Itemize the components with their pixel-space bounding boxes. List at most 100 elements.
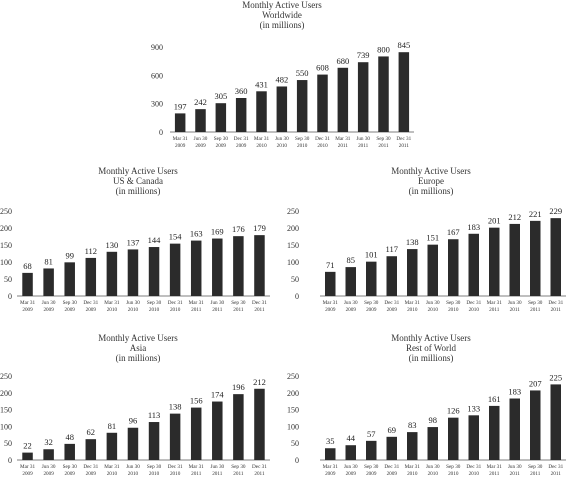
us-canada-xtick-10-line-1: 2011 — [233, 307, 244, 313]
europe-title-line-2: (in millions) — [409, 186, 454, 196]
us-canada-xtick-3-line-1: 2009 — [86, 307, 97, 313]
europe-value-label-1: 85 — [347, 255, 356, 265]
worldwide-title-line-2: (in millions) — [260, 20, 305, 30]
asia-bar-3 — [85, 439, 97, 460]
us-canada-value-label-1: 81 — [44, 256, 53, 266]
rest-of-world-ytick-1: 50 — [291, 439, 299, 448]
worldwide-value-label-1: 242 — [194, 97, 207, 107]
rest-of-world-bar-2 — [366, 440, 377, 460]
rest-of-world-xtick-5-line-0: Jun 30 — [426, 464, 440, 470]
us-canada-value-label-2: 99 — [65, 250, 74, 260]
rest-of-world-xtick-9-line-1: 2011 — [510, 471, 521, 477]
europe-xtick-2-line-1: 2009 — [366, 307, 377, 313]
worldwide-bar-5 — [276, 86, 288, 132]
rest-of-world-xtick-2-line-1: 2009 — [366, 471, 377, 477]
europe-bar-8 — [489, 227, 500, 296]
europe-xtick-10-line-0: Sep 30 — [528, 300, 543, 306]
rest-of-world-xtick-10-line-0: Sep 30 — [528, 464, 543, 470]
asia-xtick-11-line-0: Dec 31 — [252, 464, 267, 470]
us-canada-xtick-6-line-1: 2010 — [149, 307, 160, 313]
europe-xtick-7-line-0: Dec 31 — [466, 300, 481, 306]
us-canada-xtick-4-line-0: Mar 31 — [104, 300, 120, 306]
asia-value-label-6: 113 — [148, 410, 160, 420]
europe-bar-3 — [386, 256, 397, 296]
europe-title-line-0: Monthly Active Users — [391, 166, 471, 176]
us-canada-bar-10 — [233, 236, 244, 296]
us-canada-ytick-5: 250 — [0, 207, 12, 216]
worldwide-value-label-11: 845 — [397, 40, 410, 50]
europe-ytick-0: 0 — [295, 292, 299, 301]
us-canada-xtick-4-line-1: 2010 — [107, 307, 118, 313]
us-canada-xtick-0-line-0: Mar 31 — [20, 300, 36, 306]
asia-bar-9 — [212, 401, 223, 460]
asia-value-label-3: 62 — [87, 427, 96, 437]
europe-bar-11 — [550, 218, 561, 296]
us-canada-xtick-9-line-1: 2011 — [212, 307, 223, 313]
europe-xtick-6-line-0: Sep 30 — [446, 300, 461, 306]
asia-value-label-5: 96 — [129, 416, 138, 426]
asia-bar-0 — [22, 452, 33, 460]
us-canada-value-label-8: 163 — [190, 229, 203, 239]
worldwide-ytick-0: 0 — [159, 128, 163, 137]
worldwide-bar-0 — [174, 113, 186, 132]
worldwide-bar-8 — [337, 67, 349, 132]
us-canada-value-label-10: 176 — [232, 224, 245, 234]
us-canada-value-label-4: 130 — [106, 240, 119, 250]
asia-title-line-0: Monthly Active Users — [98, 333, 178, 343]
europe-xtick-6-line-1: 2010 — [448, 307, 459, 313]
europe-value-label-0: 71 — [326, 260, 335, 270]
us-canada-ytick-3: 150 — [0, 241, 12, 250]
asia-bar-6 — [148, 422, 160, 460]
worldwide-xtick-11-line-1: 2011 — [399, 143, 410, 149]
rest-of-world-value-label-10: 207 — [529, 378, 542, 388]
europe-value-label-8: 201 — [488, 216, 501, 226]
worldwide-bar-1 — [195, 109, 206, 132]
europe-bar-9 — [509, 223, 520, 296]
rest-of-world-xtick-1-line-0: Jun 30 — [344, 464, 358, 470]
us-canada-xtick-1-line-0: Jun 30 — [42, 300, 56, 306]
us-canada-value-label-6: 144 — [148, 235, 162, 245]
us-canada-xtick-2-line-1: 2009 — [65, 307, 76, 313]
rest-of-world-bar-9 — [509, 398, 520, 460]
us-canada-xtick-3-line-0: Dec 31 — [83, 300, 98, 306]
asia-xtick-9-line-1: 2011 — [212, 471, 223, 477]
rest-of-world-xtick-4-line-1: 2010 — [407, 471, 418, 477]
us-canada-bar-5 — [127, 249, 139, 296]
us-canada-value-label-0: 68 — [23, 261, 32, 271]
europe-bar-4 — [407, 249, 418, 296]
rest-of-world-title-line-2: (in millions) — [409, 353, 454, 363]
us-canada-bar-7 — [169, 243, 181, 296]
europe-value-label-6: 167 — [447, 227, 460, 237]
us-canada-value-label-3: 112 — [85, 246, 97, 256]
us-canada-xtick-9-line-0: Jun 30 — [210, 300, 224, 306]
worldwide-value-label-6: 550 — [296, 68, 309, 78]
europe-xtick-8-line-0: Mar 31 — [487, 300, 503, 306]
asia-xtick-8-line-0: Mar 31 — [189, 464, 205, 470]
us-canada-value-label-7: 154 — [169, 232, 183, 242]
us-canada-xtick-2-line-0: Sep 30 — [63, 300, 78, 306]
us-canada-xtick-8-line-1: 2011 — [191, 307, 202, 313]
rest-of-world-xtick-4-line-0: Mar 31 — [405, 464, 421, 470]
worldwide-xtick-1-line-1: 2009 — [195, 143, 206, 149]
europe-value-label-10: 221 — [529, 209, 542, 219]
us-canada-xtick-7-line-0: Dec 31 — [168, 300, 183, 306]
asia-xtick-6-line-0: Sep 30 — [147, 464, 162, 470]
asia-xtick-10-line-0: Sep 30 — [231, 464, 246, 470]
europe-bar-2 — [366, 261, 377, 296]
europe-value-label-7: 183 — [467, 222, 480, 232]
worldwide-bar-10 — [378, 56, 389, 132]
us-canada-xtick-11-line-1: 2011 — [254, 307, 265, 313]
asia-xtick-0-line-1: 2009 — [22, 471, 33, 477]
europe-value-label-4: 138 — [406, 237, 419, 247]
worldwide-xtick-2-line-0: Sep 30 — [214, 136, 229, 142]
us-canada-ytick-0: 0 — [8, 292, 12, 301]
rest-of-world-title-line-1: Rest of World — [406, 343, 457, 353]
rest-of-world-bar-5 — [427, 427, 438, 460]
asia-xtick-3-line-0: Dec 31 — [83, 464, 98, 470]
us-canada-xtick-8-line-0: Mar 31 — [189, 300, 205, 306]
rest-of-world-bar-3 — [386, 436, 397, 460]
asia-xtick-6-line-1: 2010 — [149, 471, 160, 477]
asia-bar-8 — [190, 407, 202, 460]
worldwide-xtick-0-line-1: 2009 — [175, 143, 186, 149]
us-canada-bar-4 — [106, 251, 118, 296]
